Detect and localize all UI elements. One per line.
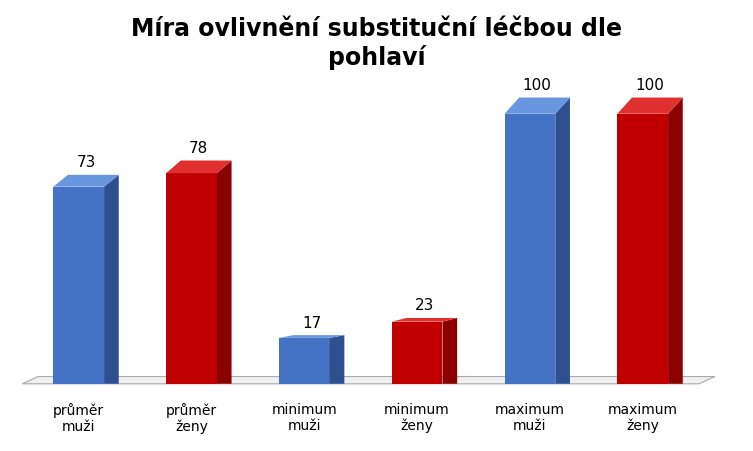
Polygon shape [330, 335, 344, 384]
Polygon shape [617, 114, 668, 384]
Polygon shape [23, 377, 715, 384]
Text: 100: 100 [636, 78, 664, 93]
Polygon shape [217, 161, 232, 384]
Polygon shape [505, 97, 570, 114]
Polygon shape [555, 97, 570, 384]
Text: 17: 17 [302, 316, 322, 331]
Text: 73: 73 [76, 155, 96, 170]
Polygon shape [53, 187, 104, 384]
Polygon shape [279, 335, 344, 338]
Polygon shape [166, 161, 232, 173]
Polygon shape [166, 173, 217, 384]
Polygon shape [443, 318, 457, 384]
Text: 23: 23 [415, 299, 434, 313]
Polygon shape [279, 338, 330, 384]
Polygon shape [104, 175, 119, 384]
Title: Míra ovlivnění substituční léčbou dle
pohlaví: Míra ovlivnění substituční léčbou dle po… [131, 17, 622, 69]
Text: 100: 100 [523, 78, 552, 93]
Polygon shape [617, 97, 683, 114]
Polygon shape [53, 175, 119, 187]
Polygon shape [505, 114, 555, 384]
Text: 78: 78 [189, 141, 209, 156]
Polygon shape [668, 97, 683, 384]
Polygon shape [392, 318, 457, 322]
Polygon shape [392, 322, 443, 384]
